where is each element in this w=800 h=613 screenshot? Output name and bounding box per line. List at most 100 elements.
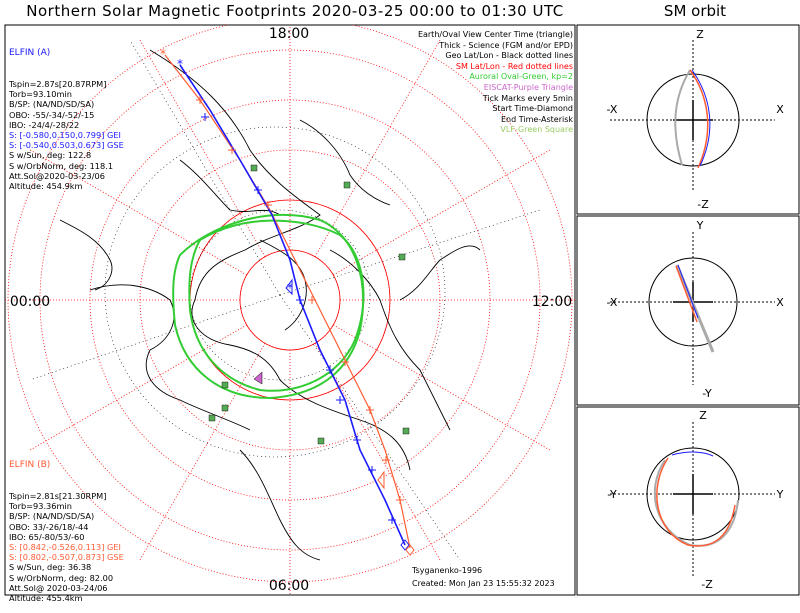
view-center-triangle [377,470,385,490]
geo-grid [29,39,541,561]
model-label: Tsyganenko-1996 [412,566,483,575]
sm-panel-1-orbit-b [689,69,709,169]
tick-mark [296,296,304,304]
coastline [89,284,251,431]
vlf-square [317,437,325,445]
sm-panel-3-orbit-grey [653,459,739,547]
vlf-square [398,253,406,261]
sm-orbit-title: SM orbit [663,2,727,20]
sm-panel-2-top: Y [696,219,704,232]
legend-item: End Time-Asterisk [500,114,573,124]
eiscat-triangle [253,371,263,385]
sm-panel-1: Z -Z -X X [607,28,785,211]
vlf-stations [208,164,410,445]
tick-mark [254,186,262,194]
elfin_b-line: S w/OrbNorm, deg: 82.00 [9,572,114,583]
sm-panel-1-top: Z [696,28,704,41]
sm-panel-2-earth [648,257,738,347]
tick-mark [396,496,404,504]
elfin_a-line: S: [-0.540,0.503,0.673] GSE [9,140,124,151]
sm-lon-line [333,149,551,276]
coastline [149,49,411,471]
oval-inner [188,219,365,392]
tick-mark [336,396,344,404]
tick-marks [196,96,404,524]
geo-lon-line [129,39,281,296]
elfin-b-info: ELFIN (B) Tspin=2.81s[21.30RPM] Torb=93.3… [9,440,124,613]
legend-item: Earth/Oval View Center Time (triangle) [417,30,573,39]
elfin-a-start-diamond [400,539,410,551]
legend: Earth/Oval View Center Time (triangle) Th… [418,30,573,136]
vlf-square [343,181,351,189]
elfin_b-line: S: [0.842,-0.526,0.113] GEI [9,542,121,553]
coastline [59,219,113,291]
elfin_a-line: S w/OrbNorm, deg: 118.1 [9,160,114,171]
auroral-oval [172,213,365,400]
sm-lon-line [333,324,551,451]
sm-panel-3-right: Y [776,488,784,501]
geo-lon-line [279,294,461,561]
tick-mark [366,406,374,414]
elfin_b-line: S: [0.802,-0.507,0.873] GSE [9,552,124,563]
sm-panel-2-orbit-a [677,264,699,319]
sm-panel-2-right: X [776,296,784,309]
elfin_a-line: S: [-0.580,0.150,0.799] GEI [9,130,121,141]
elfin-a-name: ELFIN (A) [9,48,51,59]
tick-mark [308,296,316,304]
page-title: Northern Solar Magnetic Footprints 2020-… [26,2,564,20]
tick-mark [196,96,204,104]
elfin_a-line: IBO: -24/4/-28/22 [9,119,80,130]
elfin_b-line: Tspin=2.81s[21.30RPM] [9,491,107,502]
coastline [239,449,321,561]
sm-panel-1-frame [576,24,800,215]
tick-mark [353,436,361,444]
tick-mark [264,201,272,209]
vlf-square [250,164,258,172]
elfin_b-line: IBO: 65/-80/53/-60 [9,531,85,542]
sm-panel-1-orbit-a [691,69,711,167]
oval-outer [172,213,364,400]
sm-lat-circle [239,249,341,351]
mlt-label-left: 00:00 [10,294,50,310]
legend-item: Auroral Oval-Green, kp=2 [469,72,573,82]
geo-lat-circle [104,126,446,458]
elfin-b-name: ELFIN (B) [9,460,51,471]
elfin_a-line: Tspin=2.87s[20.87RPM] [9,79,107,90]
sm-inner-circle [239,249,341,351]
elfin-a-end-asterisk: * [177,57,183,71]
tick-mark [326,366,334,374]
mlt-label-right: 12:00 [532,294,572,310]
geo-lon-line [279,209,541,296]
elfin_b-line: S w/Sun, deg: 36.38 [9,562,92,573]
sm-lat-circle [39,49,541,551]
elfin-b-lines: Tspin=2.81s[21.30RPM] Torb=93.36min B/SP: … [9,491,124,603]
sm-panel-1-right: X [776,103,784,116]
sm-panel-3-orbit-b [656,457,736,547]
vlf-square [221,404,229,412]
legend-item: Geo Lat/Lon - Black dotted lines [445,51,573,61]
sm-panel-1-orbit-grey [674,69,691,166]
elfin_b-line: Torb=93.36min [9,501,72,512]
elfin-a-info: ELFIN (A) Tspin=2.87s[20.87RPM] Torb=93.1… [9,28,124,201]
legend-item: Tick Marks every 5min [482,93,573,103]
sm-panel-3-earth [646,447,740,541]
tick-mark [228,146,236,154]
legend-item: EISCAT-Purple Triangle [483,82,573,92]
elfin_a-line: Att.Sol@2020-03-23/06 [9,170,105,181]
sm-panel-3-left: -Y [607,488,617,501]
tick-mark [382,456,390,464]
created-label: Created: Mon Jan 23 15:55:32 2023 [412,579,555,588]
coastline [329,249,451,431]
sm-panel-3-top: Z [699,409,707,422]
elfin_a-line: Altitude: 454.9km [9,181,83,192]
elfin_b-line: Altitude: 455.4km [9,593,83,604]
sm-panel-3-bottom: -Z [701,578,713,591]
elfin_b-line: Att.Sol@ 2020-03-24/06 [9,582,108,593]
sm-panel-3-orbit-a [671,451,714,457]
elfin_b-line: OBO: 33/-26/18/-44 [9,521,89,532]
elfin_a-line: B/SP: (NA/ND/SD/SA) [9,99,95,110]
coastline [399,245,481,301]
elfin-a-lines: Tspin=2.87s[20.87RPM] Torb=93.10min B/SP: … [9,79,124,191]
geo-lat-circle [189,209,371,381]
elfin-a-track [179,64,406,546]
